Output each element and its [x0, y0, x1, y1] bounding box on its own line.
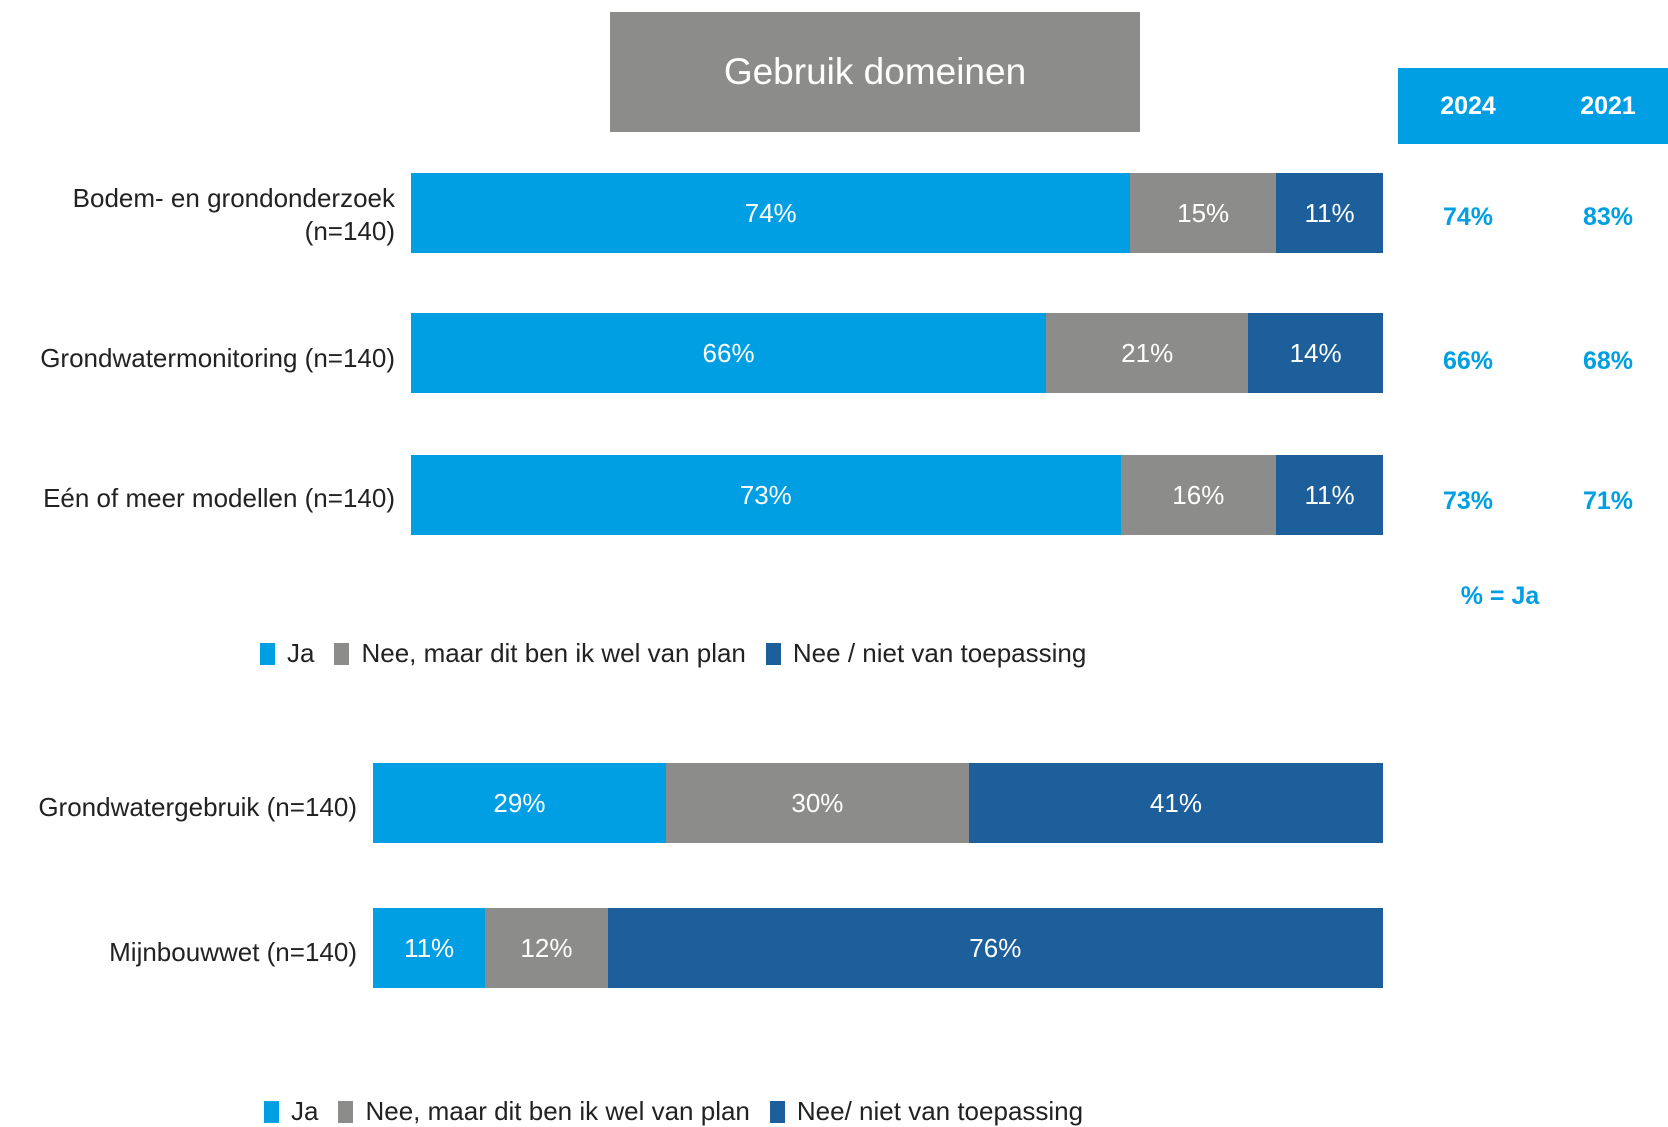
legend-swatch-plan	[334, 642, 350, 665]
bar-grondwatergebruik: 29% 30% 41%	[373, 763, 1383, 843]
data-label: 73%	[739, 479, 792, 510]
data-label: 21%	[1121, 337, 1174, 368]
compare-2021-row2: 68%	[1582, 347, 1634, 375]
data-label: 29%	[493, 787, 546, 818]
bar-segment-ja: 11%	[373, 908, 486, 988]
legend-bottom-nee: Nee/ niet van toepassing	[769, 1096, 1084, 1127]
legend-bottom-ja: Ja	[264, 1096, 318, 1127]
data-label: 41%	[1149, 787, 1202, 818]
legend-bottom: Ja Nee, maar dit ben ik wel van plan Nee…	[264, 1096, 1103, 1127]
data-label: 11%	[1304, 479, 1355, 510]
bar-grondwatermonitoring: 66% 21% 14%	[411, 313, 1383, 393]
legend-label: Nee/ niet van toepassing	[796, 1096, 1084, 1126]
data-label: 11%	[404, 932, 455, 963]
data-label: 74%	[744, 197, 797, 228]
bar-segment-nee: 11%	[1276, 455, 1383, 535]
bar-segment-plan: 15%	[1130, 173, 1277, 253]
bar-segment-ja: 73%	[411, 455, 1121, 535]
legend-label: Ja	[291, 1096, 319, 1126]
legend-bottom-plan: Nee, maar dit ben ik wel van plan	[338, 1096, 750, 1127]
bar-segment-plan: 30%	[665, 763, 969, 843]
legend-label: Nee, maar dit ben ik wel van plan	[365, 1096, 750, 1126]
bar-segment-ja: 29%	[373, 763, 666, 843]
data-label: 11%	[1304, 197, 1355, 228]
legend-top-ja: Ja	[260, 638, 314, 669]
row-label-bodem-line1: Bodem- en grondonderzoek	[72, 183, 395, 213]
legend-top: Ja Nee, maar dit ben ik wel van plan Nee…	[260, 638, 1106, 669]
compare-2024-row3: 73%	[1442, 487, 1494, 515]
row-label-mijnbouwwet: Mijnbouwwet (n=140)	[109, 937, 357, 967]
bar-segment-nee: 14%	[1248, 313, 1383, 393]
chart-title: Gebruik domeinen	[610, 12, 1140, 132]
row-label-bodem: Bodem- en grondonderzoek (n=140)	[10, 182, 395, 248]
bar-segment-nee: 41%	[968, 763, 1383, 843]
bar-segment-nee: 76%	[607, 908, 1383, 988]
year-2024-header: 2024	[1440, 92, 1496, 120]
row-label-grondwatergebruik: Grondwatergebruik (n=140)	[38, 792, 357, 822]
data-label: 66%	[702, 337, 755, 368]
legend-swatch-nee	[769, 1100, 785, 1123]
year-header: 2024 2021	[1398, 68, 1668, 144]
data-label: 12%	[520, 932, 573, 963]
bar-segment-plan: 21%	[1046, 313, 1249, 393]
legend-top-plan: Nee, maar dit ben ik wel van plan	[334, 638, 746, 669]
bar-segment-plan: 16%	[1120, 455, 1277, 535]
legend-label: Ja	[287, 638, 315, 668]
legend-swatch-ja	[264, 1100, 279, 1123]
compare-2024-row1: 74%	[1442, 203, 1494, 231]
bar-segment-ja: 74%	[411, 173, 1131, 253]
bar-modellen: 73% 16% 11%	[411, 455, 1383, 535]
legend-swatch-nee	[765, 642, 781, 665]
legend-top-nee: Nee / niet van toepassing	[765, 638, 1087, 669]
bar-segment-ja: 66%	[411, 313, 1047, 393]
year-2021-header: 2021	[1580, 92, 1636, 120]
compare-2024-row2: 66%	[1442, 347, 1494, 375]
legend-label: Nee / niet van toepassing	[792, 638, 1087, 668]
legend-swatch-ja	[260, 642, 275, 665]
bar-segment-plan: 12%	[485, 908, 608, 988]
row-label-bodem-line2: (n=140)	[304, 216, 395, 246]
data-label: 14%	[1289, 337, 1342, 368]
data-label: 30%	[791, 787, 844, 818]
row-label-modellen: Eén of meer modellen (n=140)	[43, 483, 395, 513]
legend-label: Nee, maar dit ben ik wel van plan	[361, 638, 746, 668]
data-label: 76%	[969, 932, 1022, 963]
data-label: 16%	[1172, 479, 1225, 510]
compare-2021-row1: 83%	[1582, 203, 1634, 231]
bar-bodem: 74% 15% 11%	[411, 173, 1383, 253]
row-label-grondwatermonitoring: Grondwatermonitoring (n=140)	[40, 343, 395, 373]
percent-ja-note: % = Ja	[1460, 582, 1540, 610]
data-label: 15%	[1177, 197, 1230, 228]
bar-mijnbouwwet: 11% 12% 76%	[373, 908, 1383, 988]
legend-swatch-plan	[338, 1100, 354, 1123]
bar-segment-nee: 11%	[1276, 173, 1383, 253]
compare-2021-row3: 71%	[1582, 487, 1634, 515]
